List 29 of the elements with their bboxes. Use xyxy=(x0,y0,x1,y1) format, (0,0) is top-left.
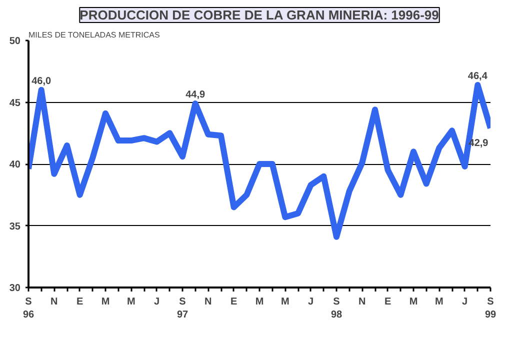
y-tick-label: 45 xyxy=(9,98,21,109)
y-tick-label: 50 xyxy=(9,36,21,47)
x-tick-label: N xyxy=(50,296,58,308)
x-tick-label: M xyxy=(409,296,418,308)
y-axis-title: MILES DE TONELADAS METRICAS xyxy=(28,30,160,40)
x-tick-label: S 97 xyxy=(176,296,188,321)
y-tick-label: 30 xyxy=(9,283,21,294)
x-tick-label: M xyxy=(435,296,444,308)
x-tick-label: J xyxy=(154,296,160,308)
x-tick-label: M xyxy=(127,296,136,308)
x-tick-label: S 99 xyxy=(484,296,496,321)
x-tick-label: N xyxy=(358,296,366,308)
data-label: 44,9 xyxy=(186,89,206,100)
x-tick-label: N xyxy=(204,296,212,308)
x-tick-label: J xyxy=(462,296,468,308)
x-tick-label: J xyxy=(308,296,314,308)
x-tick-label: E xyxy=(384,296,392,308)
x-tick-label: M xyxy=(281,296,290,308)
x-tick-label: M xyxy=(101,296,110,308)
chart-title: PRODUCCION DE COBRE DE LA GRAN MINERIA: 1996-99 xyxy=(80,8,439,22)
y-tick-label: 35 xyxy=(9,221,21,232)
data-label: 46,4 xyxy=(468,70,488,82)
x-tick-label: E xyxy=(230,296,238,308)
y-tick-label: 40 xyxy=(9,160,21,170)
x-tick-label: M xyxy=(255,296,264,308)
x-tick-label: S 98 xyxy=(330,296,342,321)
data-label: 46,0 xyxy=(32,76,52,87)
x-tick-label: E xyxy=(76,296,84,308)
x-tick-label: S 96 xyxy=(22,296,34,321)
